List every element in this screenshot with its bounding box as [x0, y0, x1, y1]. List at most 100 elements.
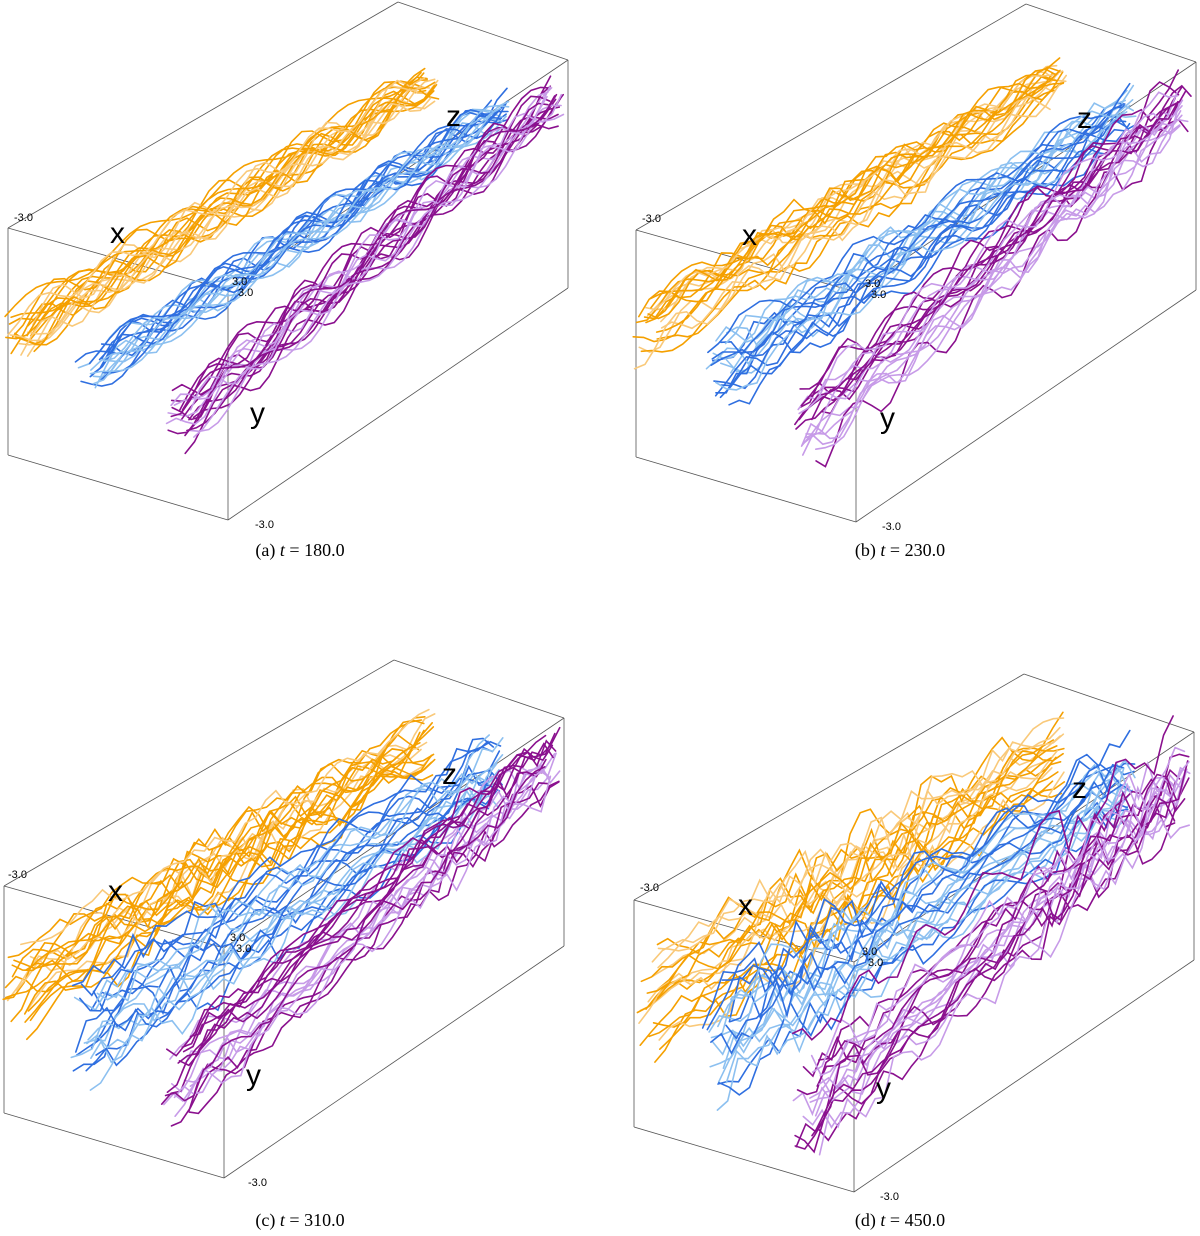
box-edge	[223, 945, 565, 1179]
z-bundle-line	[730, 758, 1136, 1000]
y-bundle-line	[182, 739, 557, 1053]
field-line-plot-d: x y z -3.0 -3.0 3.0 3.0	[633, 673, 1195, 1203]
y-bundle-line	[802, 768, 1181, 1078]
tick-label-top: -3.0	[14, 212, 33, 224]
axis-label-x: x	[742, 219, 757, 252]
y-bundle-line	[810, 746, 1186, 1077]
z-bundle-line	[725, 789, 1134, 1084]
caption-t-symbol: t	[279, 1210, 285, 1230]
z-bundle-line	[710, 104, 1125, 366]
caption-t-value: 310.0	[304, 1210, 345, 1230]
box-edge	[1025, 3, 1197, 63]
field-lines-c	[2, 708, 561, 1127]
x-bundle-line	[13, 716, 426, 970]
caption-label: (a)	[255, 540, 276, 560]
axis-label-y: y	[250, 397, 265, 430]
caption-t-symbol: t	[880, 1210, 886, 1230]
bounding-box-a	[7, 1, 569, 521]
y-bundle-line	[163, 769, 545, 1106]
box-edge	[1023, 673, 1195, 733]
panel-a: x y z -3.0 -3.0 3.0 3.0 (a) t = 180.0	[0, 0, 600, 618]
y-bundle-line	[193, 113, 565, 438]
z-bundle-line	[96, 737, 504, 1002]
x-bundle-line	[633, 96, 1051, 370]
z-bundle-line	[83, 771, 496, 1044]
y-bundle-line	[799, 69, 1179, 394]
y-bundle-line	[164, 766, 546, 1102]
box-edge	[855, 289, 1197, 523]
y-bundle-line	[809, 775, 1185, 1099]
box-edge	[633, 673, 1025, 901]
x-bundle-line	[657, 733, 1065, 969]
z-bundle-line	[75, 777, 492, 1056]
tick-label-center-a: 3.0	[230, 932, 245, 944]
z-bundle-line	[99, 115, 507, 381]
caption-equals: =	[289, 1210, 300, 1230]
caption-c: (c) t = 310.0	[0, 1210, 600, 1231]
x-bundle-line	[33, 86, 440, 353]
box-edge	[635, 3, 1027, 231]
axis-label-y: y	[246, 1059, 261, 1092]
y-bundle-line	[802, 125, 1181, 456]
caption-d: (d) t = 450.0	[600, 1210, 1200, 1231]
y-bundle-line	[818, 761, 1190, 1090]
x-bundle-line	[643, 68, 1057, 320]
y-bundle-line	[166, 758, 547, 1093]
panel-b: x y z -3.0 -3.0 3.0 3.0 (b) t = 230.0	[600, 0, 1200, 618]
x-bundle-line	[646, 745, 1058, 994]
caption-t-value: 230.0	[904, 540, 946, 560]
caption-equals: =	[289, 540, 300, 560]
y-bundle-line	[796, 773, 1177, 1096]
y-bundle-line	[192, 93, 564, 419]
x-bundle-line	[638, 767, 1053, 1024]
field-line-plot-b: x y z -3.0 -3.0 3.0 3.0	[632, 3, 1197, 533]
x-bundle-line	[651, 726, 1061, 963]
tick-label-center-a: 3.0	[865, 278, 880, 290]
axis-label-y: y	[880, 402, 895, 435]
caption-t-symbol: t	[880, 540, 886, 560]
tick-label-center-a: 3.0	[232, 276, 247, 288]
z-bundle-line	[725, 784, 1133, 1040]
x-bundle-line	[24, 754, 433, 1015]
axis-label-z: z	[1077, 102, 1092, 135]
axis-label-y: y	[876, 1072, 891, 1105]
caption-b: (b) t = 230.0	[600, 540, 1200, 561]
box-edge	[7, 1, 399, 229]
caption-equals: =	[889, 1210, 901, 1230]
x-bundle-line	[640, 89, 1055, 353]
y-bundle-line	[816, 760, 1189, 1087]
z-bundle-line	[710, 763, 1124, 1055]
y-bundle-line	[798, 100, 1179, 421]
box-edge	[633, 1126, 855, 1193]
x-bundle-line	[29, 758, 436, 1022]
caption-a: (a) t = 180.0	[0, 540, 600, 561]
y-bundle-line	[792, 715, 1174, 1041]
y-bundle-line	[818, 777, 1190, 1142]
panel-d: x y z -3.0 -3.0 3.0 3.0 (d) t = 450.0	[600, 618, 1200, 1236]
y-bundle-line	[181, 753, 556, 1073]
y-bundle-line	[181, 732, 556, 1049]
axis-label-x: x	[738, 889, 753, 922]
x-bundle-line	[6, 748, 422, 1002]
x-bundle-line	[4, 71, 422, 318]
x-bundle-line	[25, 722, 433, 971]
tick-label-top: -3.0	[640, 882, 659, 894]
box-edge	[7, 454, 229, 521]
tick-label-bottom: -3.0	[880, 1191, 899, 1203]
box-edge	[3, 1112, 225, 1179]
x-bundle-line	[26, 97, 436, 357]
y-bundle-line	[815, 118, 1189, 450]
y-bundle-line	[170, 782, 550, 1127]
x-bundle-line	[10, 748, 424, 1023]
tick-label-center-b: 3.0	[871, 289, 886, 301]
caption-t-symbol: t	[279, 540, 285, 560]
x-bundle-line	[11, 719, 425, 972]
x-bundle-line	[644, 64, 1058, 311]
y-bundle-line	[160, 767, 544, 1105]
y-bundle-line	[805, 112, 1183, 436]
axis-label-z: z	[446, 100, 461, 133]
z-bundle-line	[721, 772, 1131, 1035]
x-bundle-line	[635, 73, 1052, 324]
y-bundle-line	[181, 93, 558, 411]
z-bundle-line	[701, 753, 1119, 1029]
